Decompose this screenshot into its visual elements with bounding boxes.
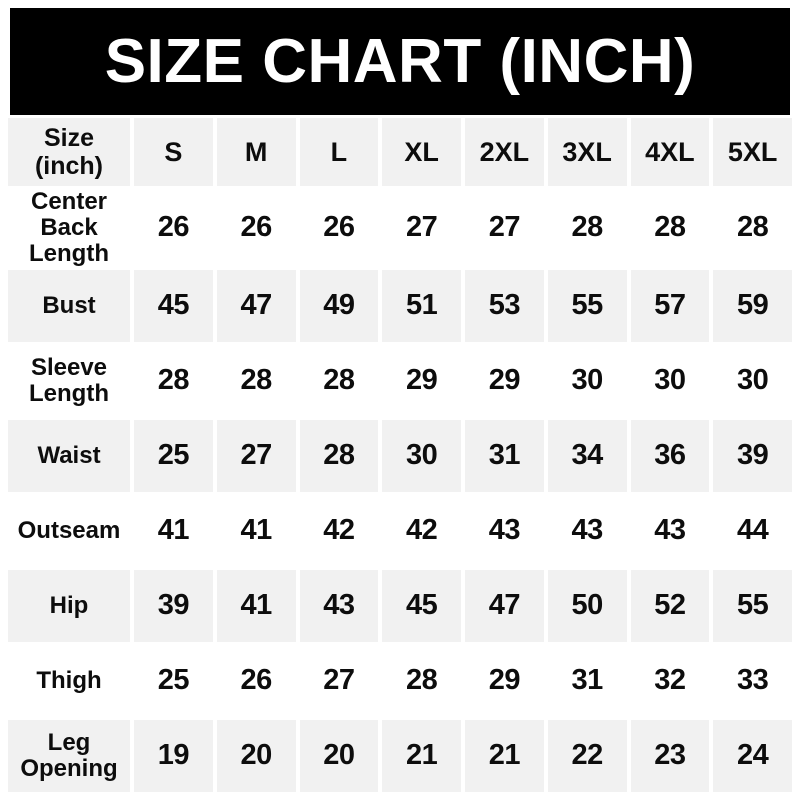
value-cell: 28: [299, 419, 379, 492]
value-cell: 47: [465, 569, 544, 642]
row-label: Bust: [8, 269, 130, 342]
table-row: Center Back Length 26 26 26 27 27 28 28 28: [8, 189, 792, 267]
row-label: Waist: [8, 419, 130, 492]
value-cell: 31: [547, 644, 627, 717]
value-cell: 29: [382, 344, 461, 417]
value-cell: 28: [713, 189, 792, 267]
row-label: Outseam: [8, 494, 130, 567]
value-cell: 50: [547, 569, 627, 642]
value-cell: 28: [547, 189, 627, 267]
column-header-4xl: 4XL: [630, 118, 710, 186]
column-header-m: M: [216, 118, 296, 186]
value-cell: 42: [382, 494, 461, 567]
table-row: Hip 39 41 43 45 47 50 52 55: [8, 569, 792, 642]
value-cell: 30: [547, 344, 627, 417]
row-label: Center Back Length: [8, 189, 130, 267]
value-cell: 45: [382, 569, 461, 642]
value-cell: 20: [299, 719, 379, 792]
table-row: Sleeve Length 28 28 28 29 29 30 30 30: [8, 344, 792, 417]
value-cell: 28: [382, 644, 461, 717]
value-cell: 44: [713, 494, 792, 567]
value-cell: 32: [630, 644, 710, 717]
column-header-s: S: [134, 118, 213, 186]
column-header-l: L: [299, 118, 379, 186]
value-cell: 25: [134, 419, 213, 492]
value-cell: 34: [547, 419, 627, 492]
table-row: Waist 25 27 28 30 31 34 36 39: [8, 419, 792, 492]
value-cell: 41: [216, 569, 296, 642]
value-cell: 24: [713, 719, 792, 792]
size-header-line2: (inch): [34, 152, 104, 180]
value-cell: 27: [216, 419, 296, 492]
table-row: Bust 45 47 49 51 53 55 57 59: [8, 269, 792, 342]
value-cell: 52: [630, 569, 710, 642]
value-cell: 55: [547, 269, 627, 342]
value-cell: 43: [630, 494, 710, 567]
value-cell: 31: [465, 419, 544, 492]
value-cell: 26: [216, 644, 296, 717]
page-title: SIZE CHART (INCH): [104, 27, 696, 96]
size-chart-table: Size (inch) S M L XL 2XL 3XL 4XL 5XL Center Bac…: [4, 115, 796, 795]
value-cell: 33: [713, 644, 792, 717]
column-header-xl: XL: [382, 118, 461, 186]
value-cell: 49: [299, 269, 379, 342]
row-label: Leg Opening: [8, 719, 130, 792]
value-cell: 30: [382, 419, 461, 492]
value-cell: 20: [216, 719, 296, 792]
value-cell: 53: [465, 269, 544, 342]
value-cell: 19: [134, 719, 213, 792]
value-cell: 43: [547, 494, 627, 567]
value-cell: 27: [465, 189, 544, 267]
value-cell: 59: [713, 269, 792, 342]
column-header-5xl: 5XL: [713, 118, 792, 186]
size-header-line1: Size: [43, 124, 95, 152]
column-header-2xl: 2XL: [465, 118, 544, 186]
row-label: Hip: [8, 569, 130, 642]
value-cell: 26: [134, 189, 213, 267]
value-cell: 30: [713, 344, 792, 417]
value-cell: 22: [547, 719, 627, 792]
table-row: Outseam 41 41 42 42 43 43 43 44: [8, 494, 792, 567]
value-cell: 28: [299, 344, 379, 417]
row-label: Thigh: [8, 644, 130, 717]
table-body: Center Back Length 26 26 26 27 27 28 28 28 Bust 45…: [8, 189, 792, 792]
table-row: Leg Opening 19 20 20 21 21 22 23 24: [8, 719, 792, 792]
title-banner: SIZE CHART (INCH): [10, 8, 790, 115]
value-cell: 28: [134, 344, 213, 417]
value-cell: 21: [465, 719, 544, 792]
size-unit-header: Size (inch): [8, 118, 130, 186]
value-cell: 29: [465, 344, 544, 417]
value-cell: 43: [465, 494, 544, 567]
value-cell: 25: [134, 644, 213, 717]
value-cell: 28: [216, 344, 296, 417]
value-cell: 42: [299, 494, 379, 567]
value-cell: 29: [465, 644, 544, 717]
value-cell: 28: [630, 189, 710, 267]
value-cell: 30: [630, 344, 710, 417]
value-cell: 47: [216, 269, 296, 342]
value-cell: 57: [630, 269, 710, 342]
table-row: Thigh 25 26 27 28 29 31 32 33: [8, 644, 792, 717]
header-row: Size (inch) S M L XL 2XL 3XL 4XL 5XL: [8, 118, 792, 186]
value-cell: 36: [630, 419, 710, 492]
value-cell: 43: [299, 569, 379, 642]
row-label: Sleeve Length: [8, 344, 130, 417]
value-cell: 45: [134, 269, 213, 342]
value-cell: 39: [713, 419, 792, 492]
column-header-3xl: 3XL: [547, 118, 627, 186]
value-cell: 51: [382, 269, 461, 342]
value-cell: 26: [299, 189, 379, 267]
value-cell: 21: [382, 719, 461, 792]
value-cell: 41: [216, 494, 296, 567]
table-header: Size (inch) S M L XL 2XL 3XL 4XL 5XL: [8, 118, 792, 186]
value-cell: 27: [299, 644, 379, 717]
value-cell: 55: [713, 569, 792, 642]
value-cell: 27: [382, 189, 461, 267]
value-cell: 39: [134, 569, 213, 642]
value-cell: 41: [134, 494, 213, 567]
value-cell: 23: [630, 719, 710, 792]
value-cell: 26: [216, 189, 296, 267]
